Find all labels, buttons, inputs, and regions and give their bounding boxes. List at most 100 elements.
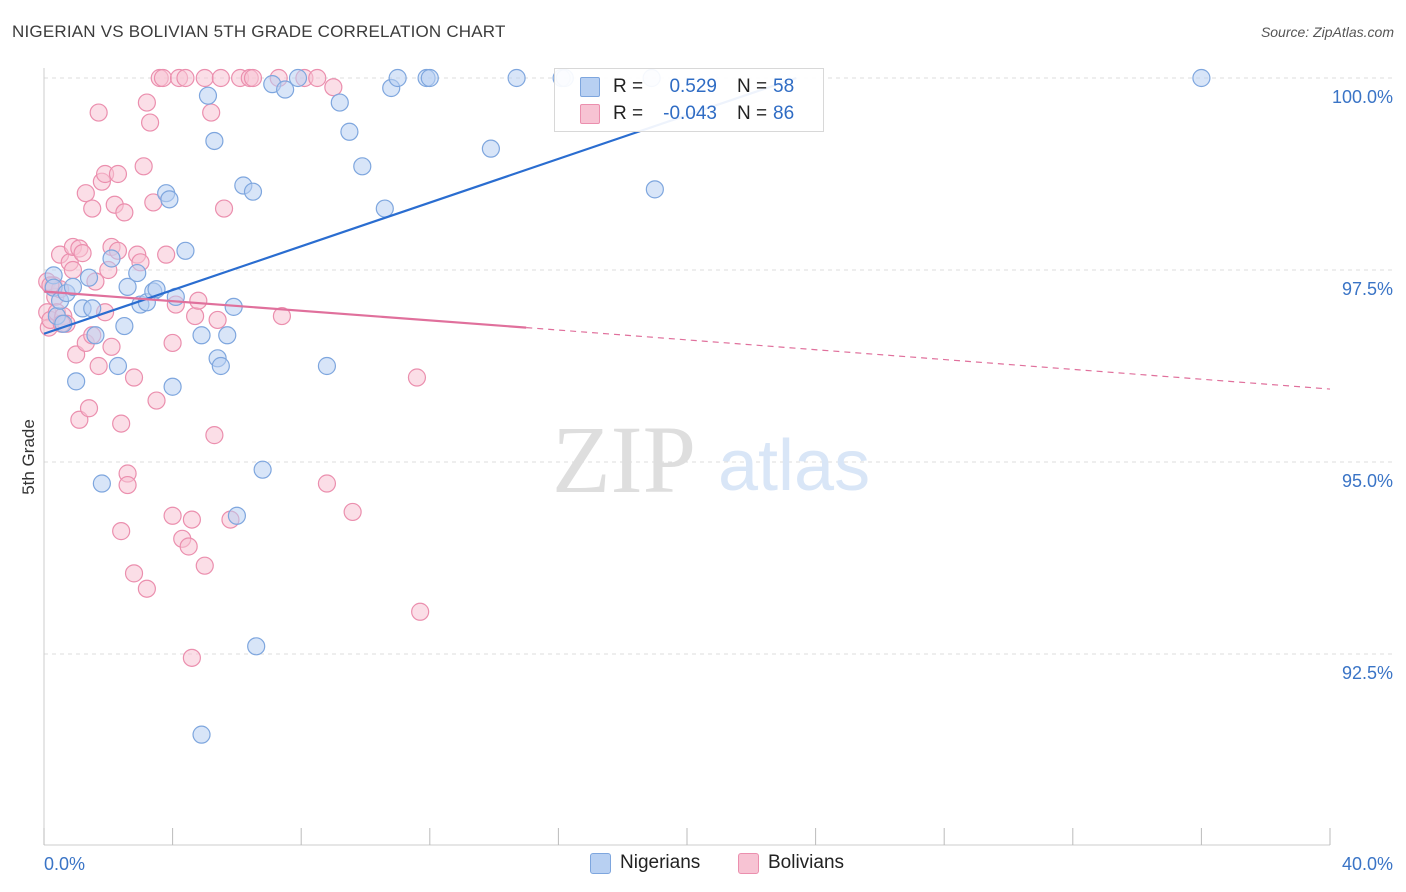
y-axis-title: 5th Grade <box>19 419 38 495</box>
nigerian-point <box>276 80 295 99</box>
nigerian-point <box>205 131 224 151</box>
nigerian-point <box>176 241 195 260</box>
nigerian-point <box>128 263 147 283</box>
nigerian-point <box>243 182 263 201</box>
watermark: ZIP atlas <box>552 406 870 513</box>
x-axis-tick-labels: 0.0% 40.0% <box>44 854 1393 874</box>
bolivian-point <box>243 68 263 88</box>
nigerian-point <box>388 68 407 88</box>
r-value: -0.043 <box>663 103 717 124</box>
bolivian-point <box>343 502 362 522</box>
bolivian-point <box>205 426 224 445</box>
bolivian-point <box>124 564 144 583</box>
nigerian-point <box>211 356 230 376</box>
bolivian-point <box>186 306 205 326</box>
gridlines <box>44 77 1392 655</box>
bolivian-point <box>163 506 182 525</box>
bolivian-point <box>407 368 427 387</box>
chart-title: NIGERIAN VS BOLIVIAN 5TH GRADE CORRELATI… <box>12 22 506 41</box>
n-value: 86 <box>773 103 795 124</box>
nigerian-point <box>115 316 134 336</box>
bolivian-point <box>76 184 95 203</box>
stats-legend: R = 0.529 N = 58 R = -0.043 N = 86 <box>554 68 824 132</box>
bolivians-swatch <box>580 104 600 124</box>
nigerian-point <box>163 377 182 396</box>
y-axis-tick-labels: 100.0% 97.5% 95.0% 92.5% <box>1332 87 1393 683</box>
nigerian-point <box>481 139 500 158</box>
x-tick-label-min: 0.0% <box>44 854 85 874</box>
source-credit: Source: ZipAtlas.com <box>1260 24 1394 40</box>
bolivian-point <box>79 399 99 418</box>
nigerian-point <box>92 474 111 493</box>
bolivian-point <box>102 337 121 356</box>
bolivian-point <box>83 199 102 218</box>
bolivian-point <box>134 157 153 176</box>
nigerians-legend-swatch <box>590 853 611 874</box>
bolivian-point <box>317 474 337 493</box>
x-axis-ticks <box>43 828 1331 845</box>
y-tick-label: 97.5% <box>1342 279 1393 299</box>
nigerian-point <box>253 460 272 479</box>
bolivian-point <box>195 556 214 575</box>
bolivian-point <box>112 414 131 433</box>
bolivians-legend-swatch <box>738 853 759 874</box>
nigerian-point <box>102 249 121 268</box>
legend-row-nigerians: R = 0.529 N = 58 <box>555 73 823 101</box>
nigerian-point <box>317 356 337 376</box>
nigerian-point <box>198 86 218 105</box>
bolivian-point <box>189 291 208 310</box>
bolivian-point <box>137 579 156 598</box>
bolivian-point <box>153 68 173 88</box>
y-tick-label: 95.0% <box>1342 471 1393 491</box>
bolivian-point <box>272 306 292 326</box>
bolivian-point <box>163 333 182 353</box>
bolivian-point <box>179 537 198 556</box>
bolivian-point <box>73 244 92 263</box>
bolivian-point <box>308 68 327 88</box>
bolivian-point <box>182 648 201 667</box>
nigerian-point <box>118 277 137 296</box>
watermark-zip: ZIP <box>552 406 696 513</box>
nigerian-point <box>507 68 526 88</box>
bolivian-trend-extension <box>526 327 1331 390</box>
nigerian-point <box>420 68 439 88</box>
n-label: N = <box>737 103 768 124</box>
bolivian-points <box>38 68 430 667</box>
y-tick-label: 100.0% <box>1332 87 1393 107</box>
bolivian-point <box>324 78 343 97</box>
bolivian-point <box>108 164 128 184</box>
r-label: R = <box>613 76 644 97</box>
bolivian-point <box>157 245 176 264</box>
nigerian-point <box>160 190 179 209</box>
nigerians-swatch <box>580 77 600 97</box>
nigerian-point <box>227 506 246 525</box>
bolivian-point <box>112 522 131 541</box>
bolivian-point <box>176 68 195 88</box>
bolivian-point <box>195 68 214 88</box>
bolivian-point <box>137 93 156 112</box>
nigerian-point <box>645 180 664 199</box>
watermark-atlas: atlas <box>718 426 870 506</box>
bolivian-point <box>182 510 201 529</box>
bolivian-point <box>202 103 221 122</box>
n-value: 58 <box>773 76 795 97</box>
bolivian-point <box>124 368 144 387</box>
nigerian-points <box>44 68 1211 744</box>
nigerian-point <box>288 68 308 88</box>
bolivian-point <box>214 199 234 218</box>
bolivian-point <box>63 260 83 280</box>
nigerian-point <box>192 326 211 345</box>
nigerian-point <box>192 725 211 744</box>
legend-row-bolivians: R = -0.043 N = 86 <box>555 100 823 128</box>
nigerian-point <box>86 326 105 345</box>
bolivian-point <box>147 391 166 410</box>
nigerian-point <box>375 199 394 218</box>
r-label: R = <box>613 103 644 124</box>
y-tick-label: 92.5% <box>1342 663 1393 683</box>
nigerian-point <box>353 157 372 176</box>
nigerian-point <box>63 277 83 296</box>
nigerian-point <box>340 122 359 141</box>
bolivian-point <box>411 602 430 621</box>
bolivian-point <box>140 113 160 132</box>
nigerian-point <box>1192 68 1211 88</box>
